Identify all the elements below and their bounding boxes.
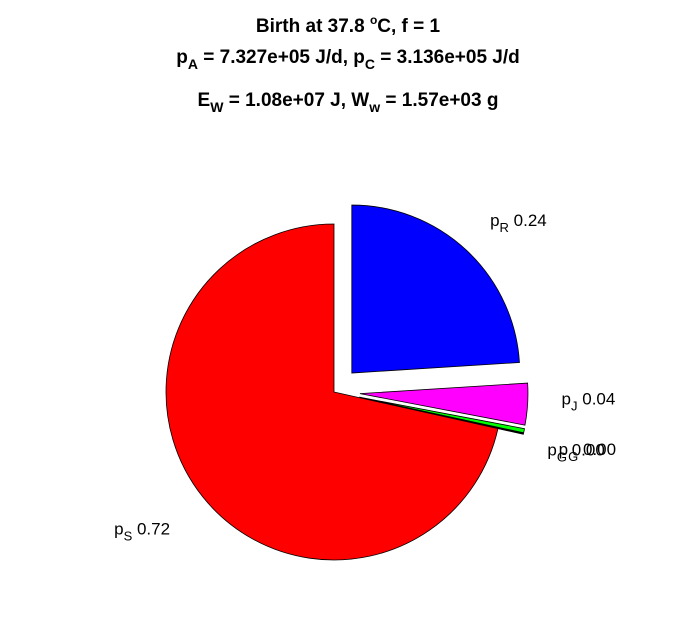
slice-label-pG-1: pG 0.00	[547, 441, 604, 465]
pie-slice-pS	[165, 223, 499, 561]
title-line-3: EW = 1.08e+07 J, Ww = 1.57e+03 g	[198, 90, 499, 115]
title-line-2: pA = 7.327e+05 J/d, pC = 3.136e+05 J/d	[176, 47, 520, 72]
pie-slice-pG-1	[359, 396, 525, 434]
title-line-1: Birth at 37.8 oC, f = 1	[256, 13, 441, 37]
pie-slice-pJ	[359, 382, 529, 426]
slice-label-pG-2: pG 0.00	[559, 440, 616, 464]
slice-label-pR: pR 0.24	[490, 211, 547, 235]
pie-slices	[165, 204, 529, 561]
pie-slice-pR	[351, 204, 520, 374]
chart-title: Birth at 37.8 oC, f = 1 pA = 7.327e+05 J…	[176, 13, 520, 115]
slice-label-pS: pS 0.72	[114, 520, 170, 544]
slice-label-pJ: pJ 0.04	[562, 389, 616, 413]
